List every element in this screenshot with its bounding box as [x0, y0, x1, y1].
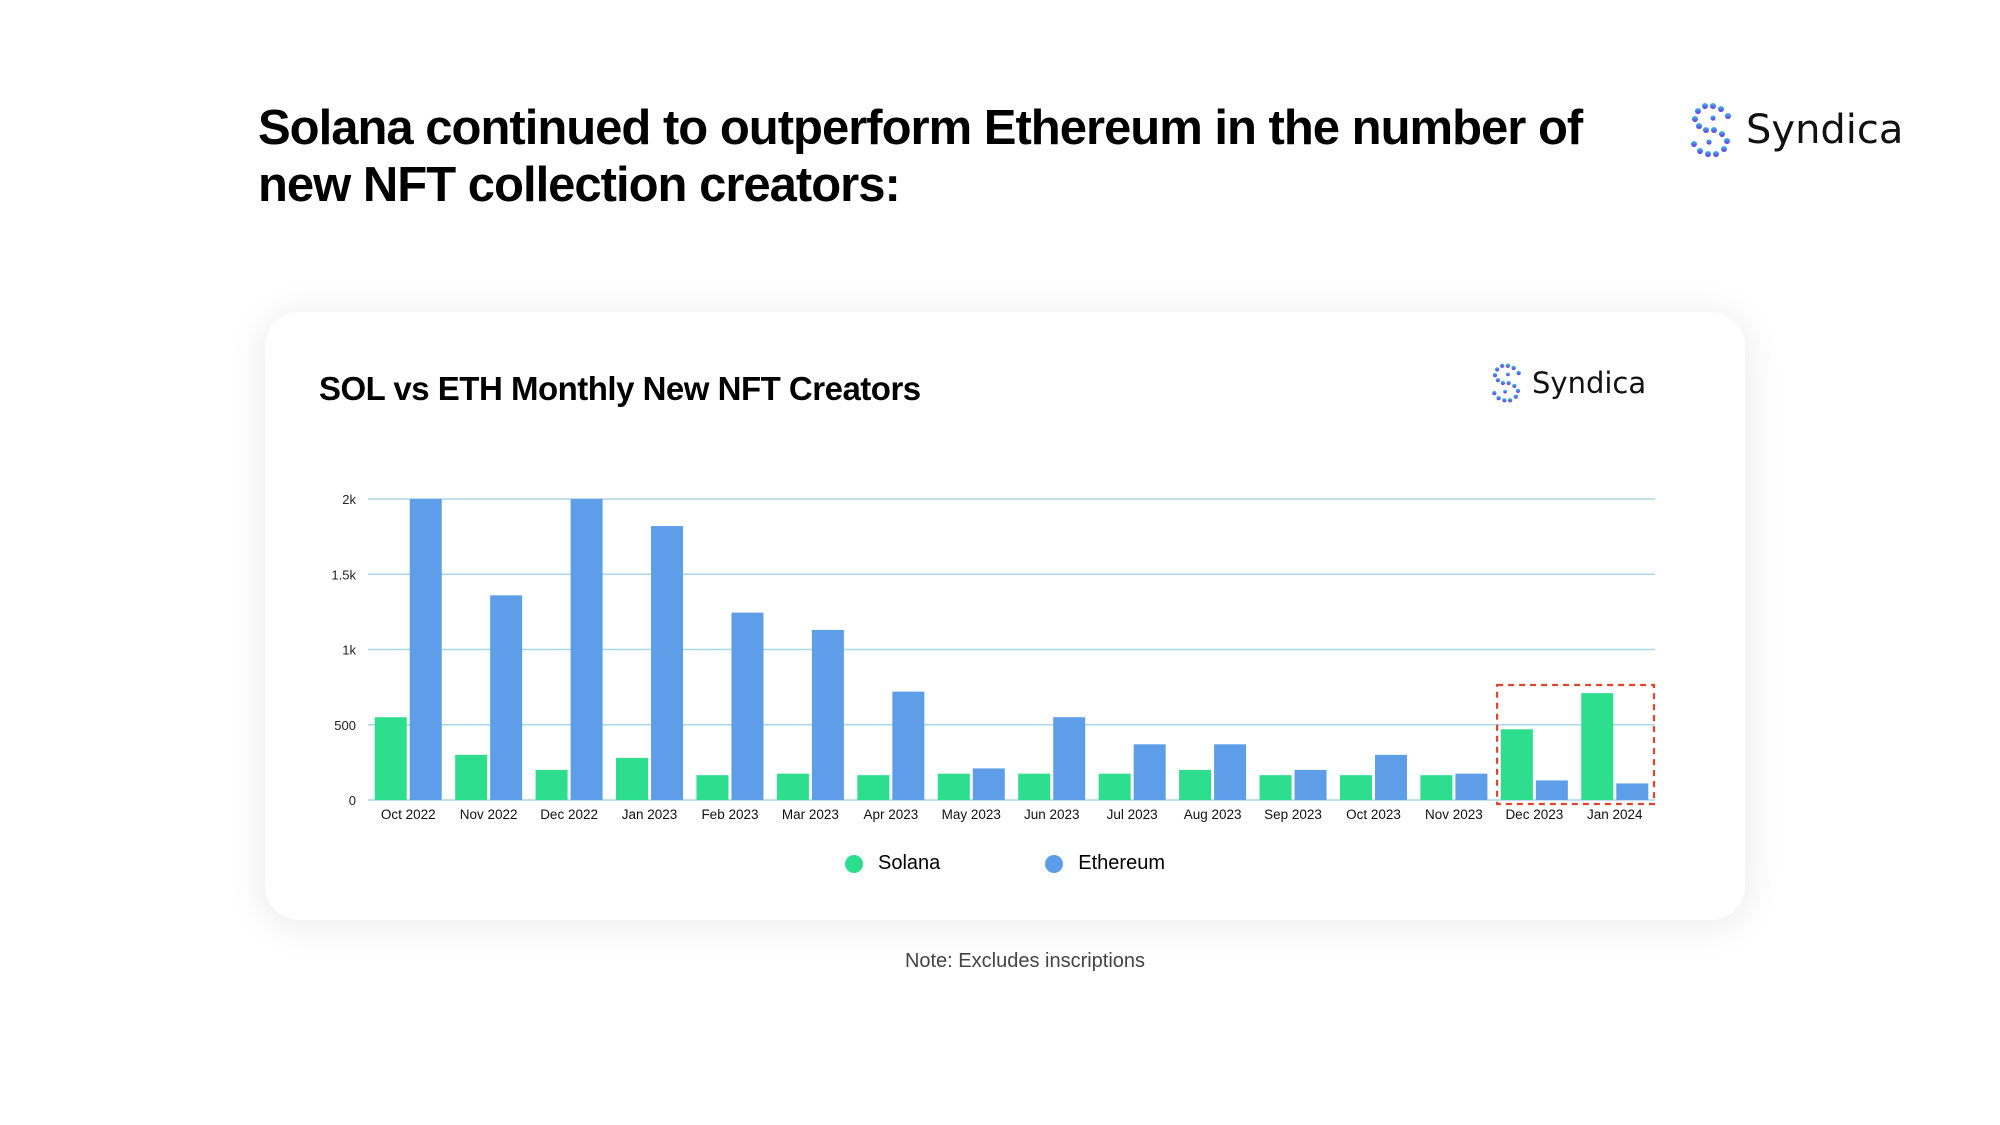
x-tick-label: Mar 2023: [782, 807, 839, 822]
bar-solana: [1581, 693, 1614, 800]
bar-solana: [1420, 775, 1453, 800]
legend-item-ethereum: Ethereum: [1045, 852, 1165, 875]
syndica-logo-icon: [1492, 363, 1521, 403]
bar-ethereum: [1374, 754, 1407, 800]
x-tick-label: Jun 2023: [1024, 807, 1080, 822]
bar-ethereum: [1053, 717, 1086, 800]
bar-ethereum: [1455, 773, 1488, 800]
bar-ethereum: [1535, 780, 1568, 800]
bar-ethereum: [811, 629, 844, 800]
bar-ethereum: [651, 526, 684, 800]
legend-label-ethereum: Ethereum: [1078, 852, 1165, 874]
x-tick-label: May 2023: [942, 807, 1001, 822]
x-tick-label: Oct 2022: [381, 807, 436, 822]
y-tick-label: 1.5k: [331, 567, 356, 582]
bar-solana: [696, 775, 729, 800]
bar-solana: [776, 773, 809, 800]
x-tick-label: Nov 2023: [1425, 807, 1483, 822]
bar-ethereum: [892, 691, 925, 800]
bar-ethereum: [1133, 744, 1166, 800]
bar-solana: [374, 717, 407, 800]
y-tick-label: 0: [349, 793, 356, 808]
bar-ethereum: [490, 595, 523, 800]
x-tick-label: Nov 2022: [460, 807, 518, 822]
legend-swatch-solana: [845, 854, 863, 873]
x-tick-label: Aug 2023: [1184, 807, 1242, 822]
y-tick-label: 2k: [342, 492, 356, 507]
x-tick-label: Apr 2023: [863, 807, 918, 822]
bar-solana: [857, 775, 890, 800]
x-tick-label: Jan 2023: [622, 807, 678, 822]
footnote: Note: Excludes inscriptions: [904, 950, 1146, 972]
chart-card: SOL vs ETH Monthly New NFT Creators Synd…: [265, 312, 1745, 920]
bar-solana: [616, 757, 649, 800]
bar-ethereum: [570, 499, 603, 800]
x-tick-label: Jan 2024: [1587, 807, 1643, 822]
brand-name: Syndica: [1746, 107, 1904, 153]
y-tick-label: 500: [334, 718, 356, 733]
bar-solana: [1500, 729, 1533, 800]
x-tick-label: Sep 2023: [1264, 807, 1322, 822]
bar-solana: [1339, 775, 1372, 800]
x-tick-label: Oct 2023: [1346, 807, 1401, 822]
x-tick-label: Jul 2023: [1107, 807, 1158, 822]
bar-solana: [455, 754, 488, 800]
bar-solana: [1179, 769, 1212, 800]
x-tick-label: Feb 2023: [701, 807, 758, 822]
bar-solana: [1259, 775, 1292, 800]
bar-ethereum: [1214, 744, 1247, 800]
syndica-logo: Syndica: [1688, 102, 1903, 158]
bar-solana: [1098, 773, 1131, 800]
x-tick-label: Dec 2023: [1505, 807, 1563, 822]
y-tick-label: 1k: [342, 643, 356, 658]
syndica-logo-small: Syndica: [1490, 362, 1646, 404]
bar-solana: [535, 769, 568, 800]
bar-ethereum: [409, 499, 442, 800]
bar-ethereum: [1616, 783, 1649, 800]
legend-item-solana: Solana: [845, 852, 940, 875]
legend-label-solana: Solana: [878, 852, 941, 874]
bar-ethereum: [1294, 769, 1327, 800]
chart-title: SOL vs ETH Monthly New NFT Creators: [319, 370, 921, 407]
legend-swatch-ethereum: [1045, 854, 1064, 873]
syndica-logo-icon: [1691, 103, 1731, 157]
x-tick-label: Dec 2022: [540, 807, 598, 822]
brand-name-small: Syndica: [1532, 366, 1647, 400]
headline: Solana continued to outperform Ethereum …: [258, 101, 1583, 212]
bar-solana: [937, 773, 970, 800]
bar-solana: [1018, 773, 1051, 800]
bar-chart: 0 500 1k 1.5k 2k Oct 2022 Nov 2022 Dec 2022 Jan …: [331, 492, 1656, 822]
chart-legend: Solana Ethereum: [265, 852, 1745, 875]
highlight-box: [1496, 683, 1656, 806]
bar-ethereum: [972, 768, 1005, 800]
bar-ethereum: [731, 612, 764, 800]
